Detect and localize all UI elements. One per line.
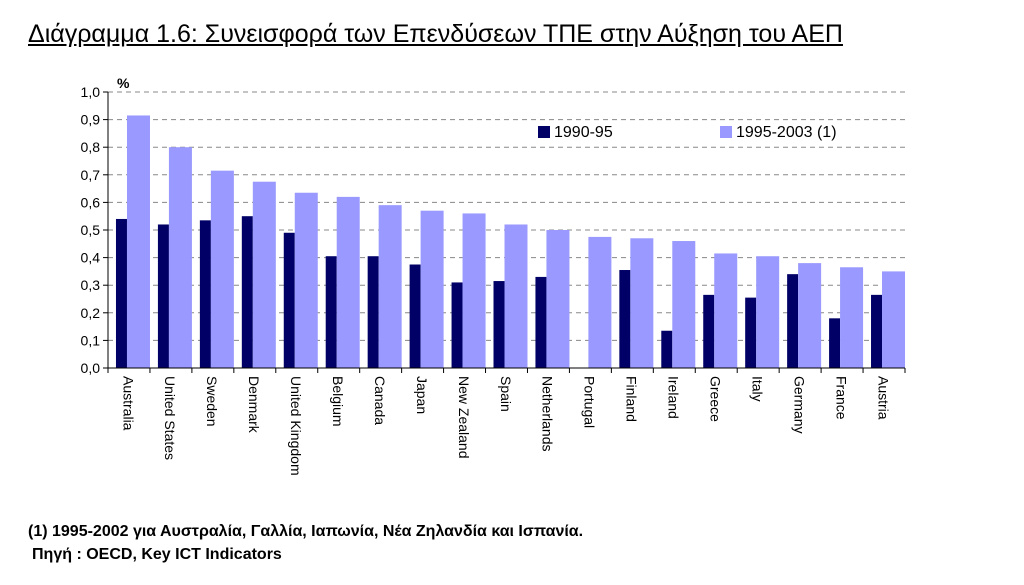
y-tick-label: 0,9: [81, 112, 101, 128]
bar-1995-2003-1-: [588, 236, 612, 368]
bar-1995-2003-1-: [630, 238, 654, 368]
y-tick-label: 0,8: [81, 139, 101, 155]
footnote: (1) 1995-2002 για Αυστραλία, Γαλλία, Ιαπ…: [28, 523, 584, 540]
y-tick-label: 0,2: [81, 305, 101, 321]
x-tick-label: United Kingdom: [288, 376, 304, 476]
bar-1995-2003-1-: [210, 170, 234, 368]
bar-1990-95: [157, 224, 169, 368]
x-tick-label: Japan: [414, 376, 430, 414]
bar-1995-2003-1-: [546, 230, 570, 368]
y-tick-label: 0,3: [81, 277, 101, 293]
bar-1990-95: [871, 294, 883, 368]
x-tick-label: Germany: [791, 376, 807, 434]
bar-1995-2003-1-: [504, 224, 528, 368]
bar-1990-95: [703, 294, 715, 368]
chart-title: Διάγραμμα 1.6: Συνεισφορά των Επενδύσεων…: [28, 20, 843, 48]
bar-1990-95: [493, 281, 505, 368]
bar-1995-2003-1-: [714, 253, 738, 368]
bar-1990-95: [745, 297, 757, 368]
legend-swatch: [720, 126, 732, 138]
bar-1990-95: [115, 218, 127, 368]
x-tick-label: United States: [162, 376, 178, 460]
bar-1995-2003-1-: [882, 271, 906, 368]
bar-1990-95: [661, 330, 673, 368]
bar-1990-95: [283, 232, 295, 368]
y-axis-label: %: [117, 75, 130, 91]
bar-1995-2003-1-: [672, 241, 696, 368]
legend-swatch: [538, 126, 550, 138]
bar-1990-95: [325, 256, 337, 368]
bar-1995-2003-1-: [798, 263, 822, 368]
bar-1995-2003-1-: [252, 181, 276, 368]
y-tick-label: 0,5: [81, 222, 101, 238]
x-tick-label: New Zealand: [456, 376, 472, 458]
x-tick-label: Australia: [120, 376, 136, 431]
source-note: Πηγή : OECD, Key ICT Indicators: [32, 546, 282, 563]
bars: [115, 115, 906, 369]
bar-1990-95: [409, 264, 421, 368]
bar-1990-95: [619, 270, 631, 368]
x-tick-label: Finland: [624, 376, 640, 422]
bar-1990-95: [451, 282, 463, 368]
bar-1990-95: [787, 274, 799, 368]
y-tick-label: 0,0: [81, 360, 101, 376]
bar-1995-2003-1-: [462, 213, 486, 368]
y-axis: 0,0 0,1 0,2 0,3 0,4 0,5 0,6 0,7 0,8 0,9 1,0: [81, 84, 109, 376]
y-tick-label: 0,7: [81, 167, 101, 183]
x-tick-label: Canada: [372, 376, 388, 425]
y-tick-label: 0,4: [81, 250, 101, 266]
bar-1995-2003-1-: [840, 267, 864, 368]
bar-1995-2003-1-: [756, 256, 780, 368]
bar-1990-95: [199, 220, 211, 368]
bar-1990-95: [829, 318, 841, 368]
bar-1995-2003-1-: [168, 147, 192, 368]
x-tick-label: Spain: [498, 376, 514, 412]
bar-1995-2003-1-: [378, 205, 402, 368]
x-tick-label: Portugal: [582, 376, 598, 428]
x-tick-label: Ireland: [666, 376, 682, 419]
x-axis: Australia United States Sweden Denmark Unite…: [107, 367, 906, 476]
legend-label: 1995-2003 (1): [736, 124, 837, 141]
bar-chart: 0,0 0,1 0,2 0,3 0,4 0,5 0,6 0,7 0,8 0,9 1,0 Austra…: [81, 75, 906, 476]
x-tick-label: Denmark: [246, 376, 262, 434]
bar-1990-95: [367, 256, 379, 368]
legend-label: 1990-95: [554, 124, 613, 141]
y-tick-label: 1,0: [81, 84, 101, 100]
bar-1995-2003-1-: [126, 115, 150, 369]
y-tick-label: 0,6: [81, 194, 101, 210]
legend: 1990-95 1995-2003 (1): [538, 124, 837, 141]
bar-1995-2003-1-: [420, 210, 444, 368]
x-tick-label: Belgium: [330, 376, 346, 427]
bar-1990-95: [535, 276, 547, 368]
x-tick-label: Netherlands: [540, 376, 556, 452]
bar-1990-95: [241, 216, 253, 368]
bar-1995-2003-1-: [294, 192, 318, 368]
bar-1995-2003-1-: [336, 196, 360, 368]
y-tick-label: 0,1: [81, 332, 101, 348]
x-tick-label: Austria: [875, 376, 891, 420]
x-tick-label: Italy: [749, 376, 765, 402]
x-tick-label: Sweden: [204, 376, 220, 427]
x-tick-label: Greece: [708, 376, 724, 422]
x-tick-label: France: [833, 376, 849, 420]
